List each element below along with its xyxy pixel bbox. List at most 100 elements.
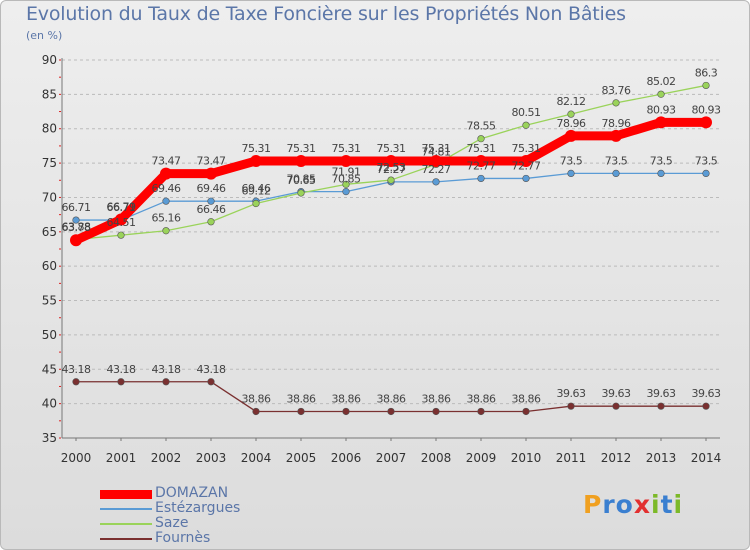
data-label: 75.31 [422,142,451,155]
data-label: 39.63 [692,387,721,400]
data-label: 43.18 [62,363,91,376]
data-point [520,154,532,167]
data-point [702,81,710,90]
data-point [657,402,665,410]
data-point [385,154,397,167]
data-label: 72.77 [512,159,541,172]
data-label: 70.85 [332,173,361,186]
data-point [612,169,620,177]
data-label: 38.86 [287,392,316,405]
data-point [162,378,170,386]
y-tick-label: 45 [42,362,57,376]
data-point [207,197,215,205]
data-point [432,407,440,416]
brand-letter: i [651,490,661,519]
data-point [162,197,170,205]
data-label: 38.86 [332,392,361,405]
data-label: 75.31 [332,142,361,155]
data-label: 66.46 [197,203,226,216]
data-point [477,174,485,183]
data-label: 74.81 [422,145,451,158]
x-tick-label: 2004 [241,451,272,465]
y-tick-label: 80 [42,122,57,136]
data-point [297,189,305,197]
data-label: 75.31 [242,142,271,155]
data-point [475,154,487,167]
data-point [567,169,575,177]
data-point [205,167,217,180]
data-point [657,90,665,98]
y-tick-label: 70 [42,190,57,204]
data-label: 72.27 [377,163,406,176]
y-tick-label: 55 [42,294,57,308]
data-label: 65.16 [152,212,181,225]
chart-title: Evolution du Taux de Taxe Foncière sur l… [26,3,626,25]
data-label: 83.76 [602,84,631,97]
data-point [430,154,442,167]
data-label: 80.51 [512,106,541,119]
data-label: 69.12 [242,185,271,198]
data-label: 85.02 [647,75,676,88]
data-label: 69.46 [197,182,226,195]
data-label: 82.12 [557,95,586,108]
data-point [522,407,530,416]
x-tick-label: 2001 [106,451,137,465]
data-point [432,178,440,186]
x-tick-label: 2007 [376,451,407,465]
data-label: 38.86 [242,392,271,405]
data-label: 66.71 [62,201,91,214]
data-label: 78.96 [602,117,631,130]
data-label: 38.86 [467,392,496,405]
data-label: 75.31 [287,142,316,155]
data-point [340,154,352,167]
x-tick-label: 2005 [286,451,317,465]
brand-logo: Proxiti [583,490,683,519]
data-label: 43.18 [197,363,226,376]
legend-item: Saze [100,515,320,531]
data-label: 75.31 [467,142,496,155]
data-point [115,213,127,226]
data-label: 75.31 [512,142,541,155]
x-tick-label: 2002 [151,451,182,465]
y-tick-label: 90 [42,53,57,67]
x-tick-label: 2009 [466,451,497,465]
x-tick-label: 2000 [61,451,92,465]
data-label: 71.91 [332,165,361,178]
data-point [72,378,80,386]
data-label: 72.27 [422,163,451,176]
data-label: 72.53 [377,161,406,174]
x-tick-label: 2011 [556,451,587,465]
legend-swatch [100,489,152,499]
data-point [295,154,307,167]
data-label: 43.18 [152,363,181,376]
x-tick-label: 2010 [511,451,542,465]
data-label: 63.78 [62,221,91,234]
brand-letter: o [615,490,634,519]
data-point [387,407,395,416]
y-tick-label: 60 [42,259,57,273]
legend-item: Estézargues [100,500,320,516]
legend-label: Estézargues [155,500,241,516]
y-tick-label: 85 [42,87,57,101]
x-tick-label: 2008 [421,451,452,465]
data-label: 39.63 [647,387,676,400]
data-point [252,199,260,208]
data-label: 38.86 [422,392,451,405]
data-point [567,402,575,410]
data-point [612,402,620,410]
series-3 [72,81,710,244]
legend-item: Fournès [100,530,320,546]
legend-item: DOMAZAN [100,485,320,501]
data-label: 73.47 [152,155,181,168]
x-tick-label: 2006 [331,451,362,465]
data-point [477,135,485,143]
data-label: 39.63 [557,387,586,400]
data-label: 69.46 [242,182,271,195]
series-4 [72,378,710,416]
data-point [72,216,80,224]
data-point [657,169,665,177]
y-tick-label: 40 [42,397,57,411]
data-point [207,378,215,386]
data-label: 73.5 [695,154,718,167]
